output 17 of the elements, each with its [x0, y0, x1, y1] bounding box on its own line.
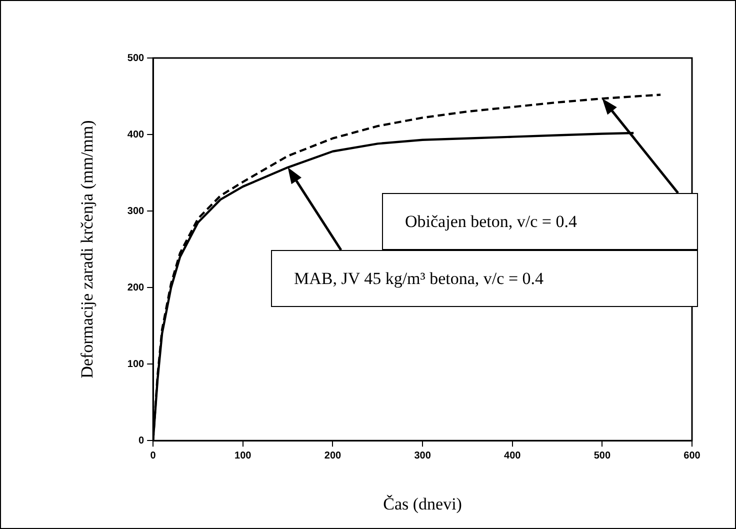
- x-tick-label: 400: [504, 450, 522, 462]
- text: MAB, JV 45 kg/m³ betona, v/c = 0.4: [271, 250, 698, 307]
- y-tick-label: 400: [127, 129, 145, 140]
- y-tick-label: 100: [127, 358, 145, 370]
- y-axis-title: Deformacije zaradi krčenja (mm/mm): [78, 120, 97, 378]
- x-axis-title: Čas (dnevi): [383, 494, 462, 514]
- x-tick-label: 200: [324, 450, 342, 462]
- text: Običajen beton, v/c = 0.4: [382, 193, 698, 250]
- x-tick-label: 600: [684, 450, 701, 462]
- x-tick-label: 100: [234, 450, 252, 462]
- y-tick-label: 300: [127, 206, 145, 217]
- x-tick-label: 300: [414, 450, 432, 462]
- y-tick-label: 500: [127, 52, 145, 64]
- x-tick-label: 0: [150, 450, 156, 462]
- x-tick-label: 500: [594, 450, 611, 462]
- y-tick-label: 200: [127, 282, 145, 294]
- y-tick-label: 0: [138, 435, 145, 446]
